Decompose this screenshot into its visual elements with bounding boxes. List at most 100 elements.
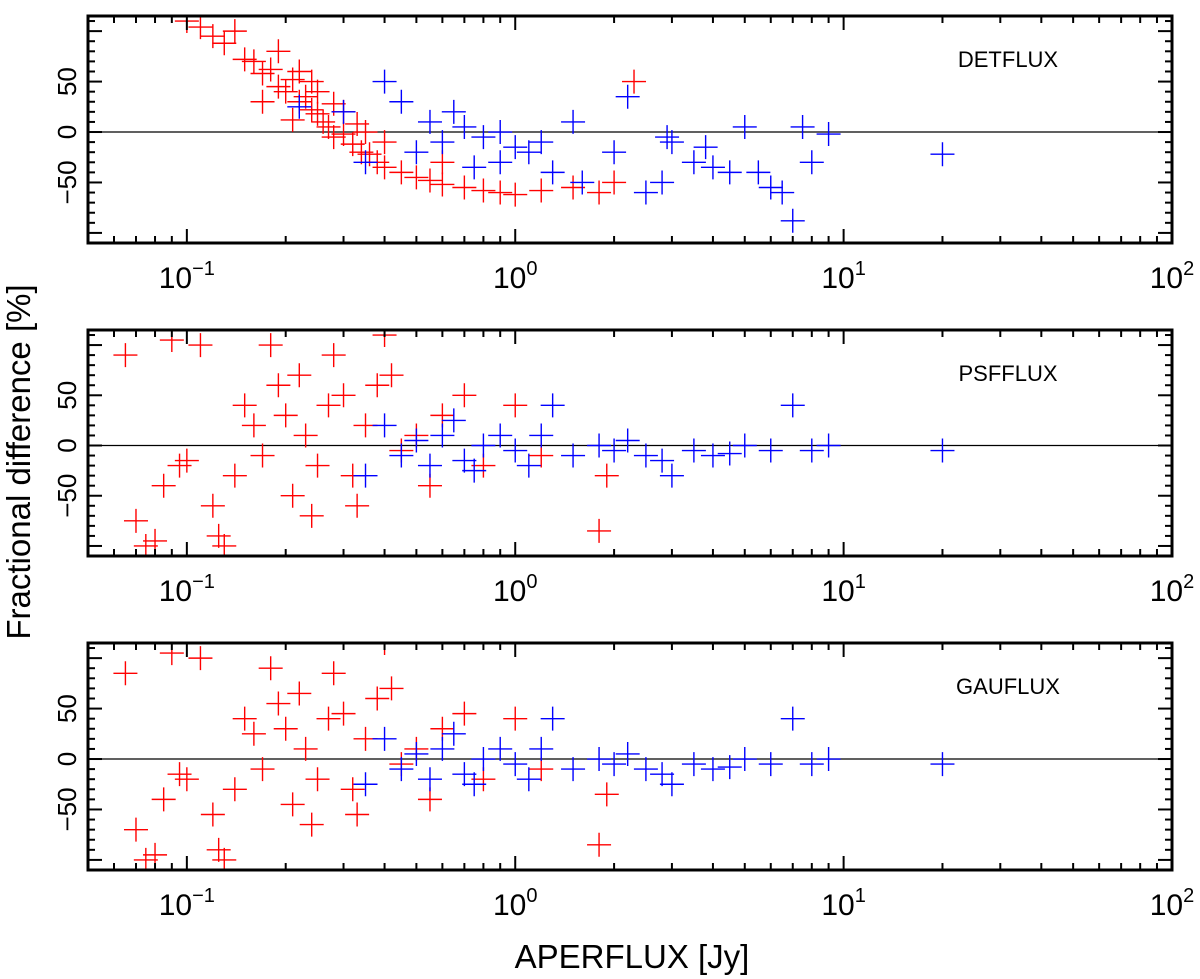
point-faint	[188, 333, 213, 358]
y-tick-label: 0	[52, 438, 82, 452]
point-bright	[700, 757, 725, 782]
point-bright	[570, 170, 595, 195]
point-bright	[516, 140, 541, 165]
point-bright	[561, 443, 586, 468]
point-faint	[287, 59, 312, 84]
point-faint	[241, 413, 266, 438]
x-tick-label: 101	[821, 258, 866, 295]
point-bright	[633, 180, 658, 205]
point-faint	[452, 175, 477, 200]
point-faint	[529, 757, 554, 782]
x-tick-base: 10	[821, 262, 854, 295]
point-faint	[299, 812, 324, 837]
point-bright	[430, 130, 455, 155]
point-bright	[693, 135, 718, 160]
point-bright	[655, 125, 680, 150]
point-faint	[188, 16, 213, 40]
point-faint	[430, 716, 455, 741]
x-tick-label: 102	[1150, 571, 1195, 608]
point-faint	[250, 443, 275, 468]
x-tick-base: 10	[159, 262, 192, 295]
point-faint	[331, 701, 356, 726]
point-bright	[430, 736, 455, 761]
plot-frame	[86, 641, 1174, 872]
point-bright	[404, 741, 429, 766]
point-faint	[266, 39, 291, 64]
point-faint	[174, 767, 199, 792]
point-faint	[212, 847, 237, 870]
point-faint	[321, 661, 346, 686]
x-tick-label: 102	[1150, 885, 1195, 922]
point-faint	[258, 656, 283, 681]
point-faint	[133, 533, 158, 556]
point-faint	[123, 508, 148, 533]
point-faint	[250, 89, 275, 114]
point-faint	[389, 160, 414, 185]
point-bright	[471, 125, 496, 150]
x-tick-label: 10−1	[159, 571, 215, 608]
point-faint	[345, 111, 370, 136]
point-faint	[305, 767, 330, 792]
point-faint	[143, 842, 168, 867]
point-bright	[389, 443, 414, 468]
point-bright	[799, 150, 824, 175]
point-bright	[516, 453, 541, 478]
x-tick-label: 101	[821, 885, 866, 922]
point-faint	[471, 178, 496, 203]
point-faint	[365, 373, 390, 398]
point-faint	[452, 701, 477, 726]
point-bright	[540, 393, 565, 418]
point-bright	[488, 150, 513, 175]
point-faint	[345, 493, 370, 518]
y-tick-label: 50	[52, 381, 82, 410]
point-bright	[503, 752, 528, 777]
point-faint	[299, 503, 324, 528]
point-bright	[732, 114, 757, 139]
x-tick-label: 10−1	[159, 258, 215, 295]
y-tick-label: −50	[52, 787, 82, 831]
point-bright	[799, 438, 824, 463]
point-bright	[516, 767, 541, 792]
point-bright	[681, 438, 706, 463]
point-faint	[417, 787, 442, 812]
point-faint	[305, 79, 330, 104]
point-bright	[452, 448, 477, 473]
point-faint	[188, 646, 213, 671]
point-faint	[417, 168, 442, 193]
point-bright	[615, 84, 640, 109]
point-bright	[770, 180, 795, 205]
point-bright	[587, 433, 612, 458]
x-tick-base: 10	[1150, 575, 1183, 608]
point-faint	[266, 691, 291, 716]
point-bright	[561, 757, 586, 782]
y-tick-label: 0	[52, 752, 82, 766]
point-faint	[113, 343, 138, 368]
point-faint	[222, 777, 247, 802]
point-bright	[732, 747, 757, 772]
point-faint	[471, 453, 496, 478]
point-faint	[561, 175, 586, 200]
point-bright	[540, 160, 565, 185]
point-bright	[816, 122, 841, 147]
y-tick-label: 50	[52, 67, 82, 96]
point-faint	[365, 686, 390, 711]
point-bright	[700, 443, 725, 468]
x-tick-exponent: −1	[192, 571, 215, 593]
point-bright	[372, 69, 397, 94]
y-axis-label: Fractional difference [%]	[0, 284, 37, 639]
point-bright	[650, 448, 675, 473]
point-faint	[529, 443, 554, 468]
point-faint	[293, 84, 318, 109]
points-group	[113, 330, 955, 556]
y-tick-label: 50	[52, 694, 82, 723]
point-faint	[311, 109, 336, 134]
x-tick-base: 10	[493, 889, 526, 922]
point-faint	[345, 802, 370, 827]
point-bright	[404, 428, 429, 453]
point-bright	[650, 170, 675, 195]
point-faint	[594, 463, 619, 488]
point-faint	[133, 847, 158, 870]
point-bright	[681, 752, 706, 777]
point-faint	[503, 706, 528, 731]
point-faint	[602, 170, 627, 195]
